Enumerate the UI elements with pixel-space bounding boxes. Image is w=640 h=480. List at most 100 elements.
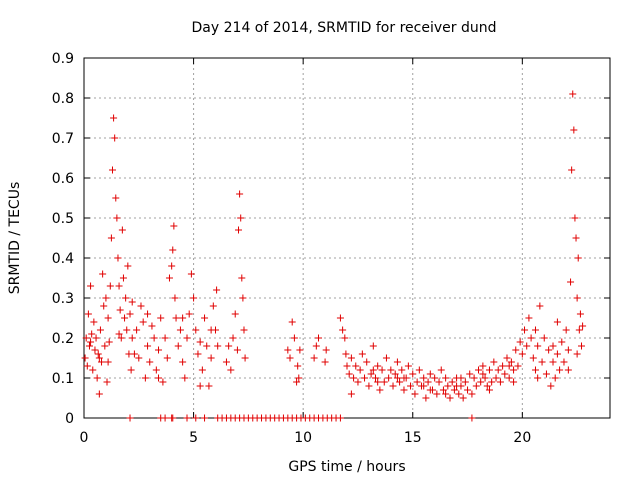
data-point [380, 378, 388, 386]
data-point [172, 314, 180, 322]
y-tick-label: 0.1 [52, 371, 74, 387]
data-point [568, 166, 576, 174]
data-point [115, 282, 123, 290]
data-point [479, 370, 487, 378]
data-point [393, 374, 401, 382]
data-point [347, 354, 355, 362]
data-point [553, 318, 561, 326]
data-point [161, 414, 169, 422]
data-point [139, 318, 147, 326]
data-point [141, 374, 149, 382]
y-axis-label: SRMTID / TECUs [7, 182, 23, 295]
data-point [238, 274, 246, 282]
data-point [192, 326, 200, 334]
data-point [437, 366, 445, 374]
data-point [571, 214, 579, 222]
data-point [174, 342, 182, 350]
data-point [413, 378, 421, 386]
x-tick-label: 15 [404, 430, 422, 446]
data-point [165, 274, 173, 282]
x-tick-label: 20 [513, 430, 531, 446]
y-tick-labels: 0 0.1 0.2 0.3 0.4 0.5 0.6 0.7 0.8 0.9 [52, 51, 74, 427]
data-point [570, 126, 578, 134]
data-point [398, 366, 406, 374]
data-point [448, 378, 456, 386]
data-point [341, 334, 349, 342]
data-point [225, 342, 233, 350]
y-tick-label: 0.8 [52, 91, 74, 107]
data-point [176, 326, 184, 334]
data-point [374, 378, 382, 386]
data-point [369, 342, 377, 350]
data-point [93, 374, 101, 382]
data-point [239, 294, 247, 302]
data-point [356, 366, 364, 374]
data-point [534, 374, 542, 382]
data-point [288, 318, 296, 326]
data-point [507, 358, 515, 366]
data-point [496, 378, 504, 386]
data-point [95, 390, 103, 398]
data-point [207, 354, 215, 362]
data-point [573, 350, 581, 358]
data-point [126, 414, 134, 422]
data-point [459, 394, 467, 402]
data-point [209, 302, 217, 310]
data-point [123, 326, 131, 334]
data-point [470, 374, 478, 382]
data-point [312, 342, 320, 350]
data-point [574, 254, 582, 262]
data-point [575, 326, 583, 334]
data-point [227, 366, 235, 374]
data-point [85, 342, 93, 350]
data-point [483, 382, 491, 390]
data-point [89, 366, 97, 374]
y-tick-label: 0.7 [52, 131, 74, 147]
data-point [214, 342, 222, 350]
data-point [103, 378, 111, 386]
data-point [111, 134, 119, 142]
data-point [531, 326, 539, 334]
data-point [192, 414, 200, 422]
data-point [128, 298, 136, 306]
data-point [339, 326, 347, 334]
plot-frame [83, 57, 611, 419]
data-point [431, 374, 439, 382]
data-point [135, 354, 143, 362]
data-point [190, 294, 198, 302]
data-point [385, 374, 393, 382]
data-point [116, 306, 124, 314]
data-point [101, 342, 109, 350]
data-point [442, 390, 450, 398]
data-point [185, 310, 193, 318]
data-point [494, 366, 502, 374]
data-point [241, 354, 249, 362]
data-point [455, 390, 463, 398]
data-point [499, 362, 507, 370]
data-point [442, 374, 450, 382]
data-point [121, 314, 129, 322]
data-point [144, 342, 152, 350]
data-point [92, 334, 100, 342]
data-point [345, 370, 353, 378]
data-point [415, 366, 423, 374]
data-point [290, 334, 298, 342]
data-point [315, 334, 323, 342]
data-point [531, 366, 539, 374]
data-point [573, 294, 581, 302]
data-point [112, 194, 120, 202]
data-point [564, 366, 572, 374]
data-point [336, 314, 344, 322]
x-tick-label: 0 [80, 430, 89, 446]
data-point [150, 334, 158, 342]
data-point [409, 370, 417, 378]
data-point [87, 338, 95, 346]
data-point [579, 322, 587, 330]
data-point [400, 386, 408, 394]
data-point [578, 342, 586, 350]
data-point [376, 386, 384, 394]
data-point [420, 382, 428, 390]
data-point [235, 226, 243, 234]
data-point [490, 358, 498, 366]
data-point [90, 318, 98, 326]
